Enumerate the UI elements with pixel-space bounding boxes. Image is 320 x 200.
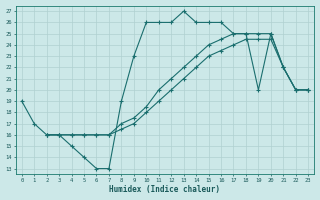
X-axis label: Humidex (Indice chaleur): Humidex (Indice chaleur) xyxy=(109,185,220,194)
